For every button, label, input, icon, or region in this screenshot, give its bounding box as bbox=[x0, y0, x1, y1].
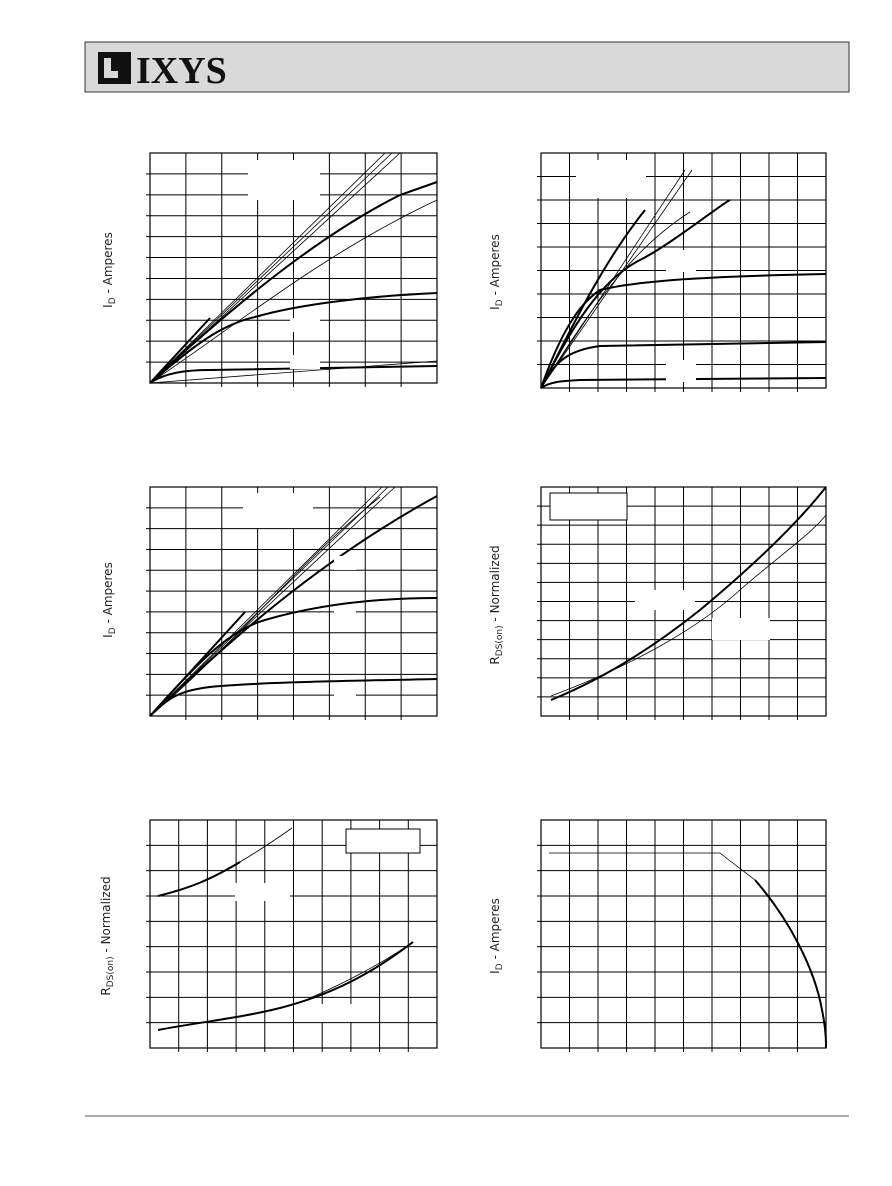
legend-box bbox=[290, 318, 320, 332]
legend-box bbox=[248, 160, 320, 200]
y-axis-label: ID - Amperes bbox=[101, 562, 118, 638]
chart: ID - Amperes bbox=[488, 152, 827, 392]
curve bbox=[149, 152, 393, 384]
logo-icon bbox=[98, 52, 131, 84]
label-rest: - Amperes bbox=[101, 562, 115, 627]
label-rest: - Normalized bbox=[99, 876, 113, 956]
label-sub: DS(on) bbox=[495, 625, 505, 656]
curve bbox=[149, 611, 246, 717]
curve bbox=[149, 678, 438, 717]
curve bbox=[309, 941, 414, 999]
curve bbox=[540, 377, 827, 389]
legend-box bbox=[334, 607, 356, 621]
chart: ID - Amperes bbox=[101, 152, 438, 387]
plot-frame bbox=[540, 486, 827, 717]
label-sub: D bbox=[495, 299, 505, 306]
y-axis-label: RDS(on) - Normalized bbox=[99, 876, 116, 995]
label-rest: - Amperes bbox=[488, 898, 502, 963]
legend-box bbox=[712, 618, 770, 640]
y-axis-label: RDS(on) - Normalized bbox=[488, 545, 505, 664]
curve bbox=[149, 486, 383, 717]
header-bar bbox=[84, 41, 850, 93]
curve bbox=[540, 209, 646, 389]
legend-box bbox=[345, 828, 421, 854]
logo-text: IXYS bbox=[136, 50, 227, 92]
label-main: I bbox=[488, 970, 502, 974]
plot-frame bbox=[540, 819, 827, 1049]
y-axis-label: ID - Amperes bbox=[488, 898, 505, 974]
plot-frame bbox=[540, 152, 827, 389]
curve bbox=[149, 495, 438, 717]
curve bbox=[149, 496, 381, 717]
label-main: R bbox=[488, 656, 502, 664]
legend-box bbox=[666, 250, 696, 272]
label-main: I bbox=[101, 634, 115, 638]
label-sub: D bbox=[108, 627, 118, 634]
label-rest: - Amperes bbox=[488, 234, 502, 299]
curve bbox=[149, 181, 438, 384]
curve bbox=[157, 861, 241, 897]
curve bbox=[149, 292, 438, 384]
curve bbox=[540, 273, 827, 389]
label-main: I bbox=[488, 306, 502, 310]
curve bbox=[149, 365, 438, 384]
curve bbox=[149, 360, 438, 384]
curve bbox=[157, 941, 414, 1031]
legend-box bbox=[549, 492, 628, 521]
legend-box bbox=[235, 883, 290, 901]
curve bbox=[550, 486, 827, 701]
legend-box bbox=[312, 1004, 367, 1022]
curve bbox=[540, 341, 827, 389]
label-sub: DS(on) bbox=[106, 956, 116, 987]
curve bbox=[149, 317, 211, 384]
label-main: R bbox=[99, 987, 113, 995]
plot-frame bbox=[149, 819, 438, 1049]
label-rest: - Normalized bbox=[488, 545, 502, 625]
legend-box bbox=[576, 160, 646, 198]
y-axis-label: ID - Amperes bbox=[488, 234, 505, 310]
label-sub: D bbox=[495, 963, 505, 970]
legend-box bbox=[635, 590, 695, 610]
curve bbox=[540, 211, 691, 389]
plot-frame bbox=[149, 152, 438, 384]
label-rest: - Amperes bbox=[101, 232, 115, 297]
legend-box bbox=[290, 355, 320, 369]
y-axis-label: ID - Amperes bbox=[101, 232, 118, 308]
label-main: I bbox=[101, 304, 115, 308]
chart: RDS(on) - Normalized bbox=[99, 819, 438, 1052]
chart: RDS(on) - Normalized bbox=[488, 486, 827, 720]
curve bbox=[549, 852, 756, 881]
legend-box bbox=[334, 688, 356, 702]
legend-box bbox=[243, 493, 313, 528]
curve bbox=[239, 827, 293, 863]
curve bbox=[149, 199, 438, 384]
curve bbox=[149, 152, 386, 384]
label-sub: D bbox=[108, 297, 118, 304]
plot-frame bbox=[149, 486, 438, 717]
chart: ID - Amperes bbox=[488, 819, 827, 1052]
legend-box bbox=[666, 360, 696, 382]
chart: ID - Amperes bbox=[101, 486, 438, 720]
legend-box bbox=[334, 556, 356, 570]
curve bbox=[540, 199, 731, 389]
